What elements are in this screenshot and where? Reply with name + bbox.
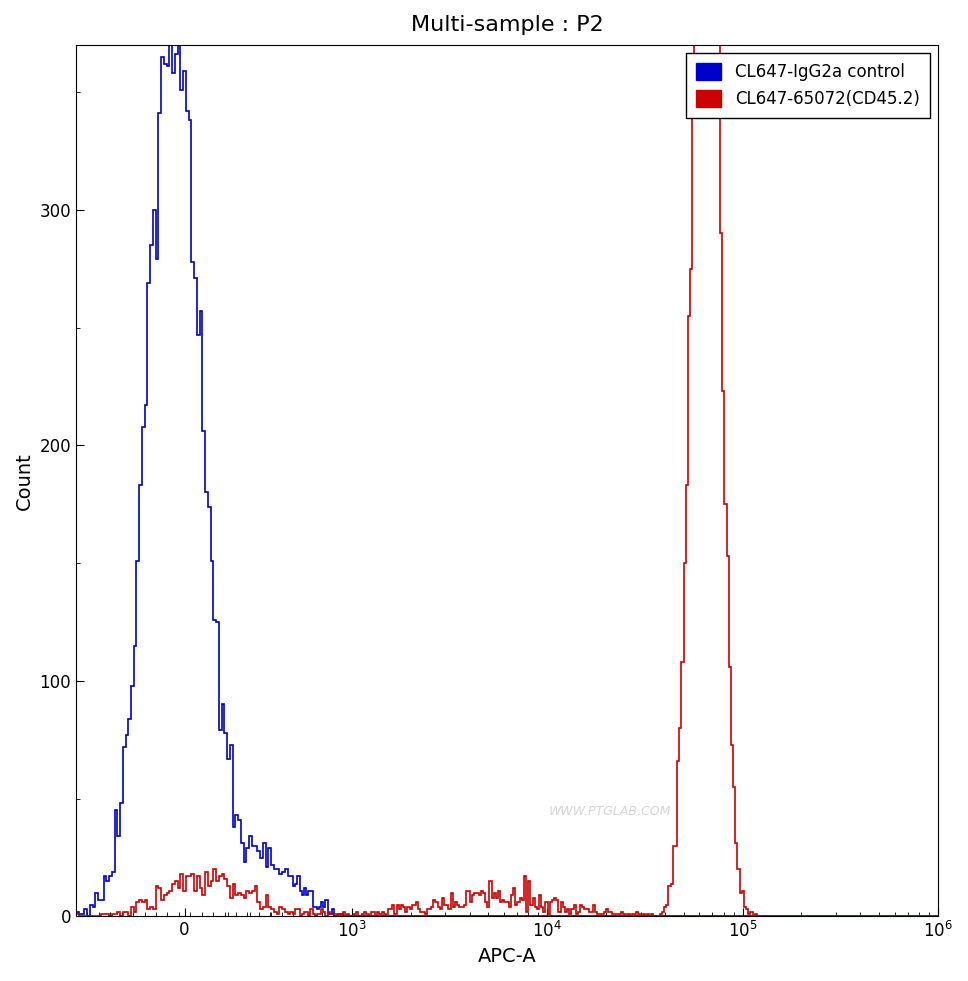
X-axis label: APC-A: APC-A <box>477 947 536 966</box>
Legend: CL647-IgG2a control, CL647-65072(CD45.2): CL647-IgG2a control, CL647-65072(CD45.2) <box>686 53 929 118</box>
Title: Multi-sample : P2: Multi-sample : P2 <box>410 15 603 35</box>
Text: WWW.PTGLAB.COM: WWW.PTGLAB.COM <box>549 805 672 818</box>
Y-axis label: Count: Count <box>15 452 34 509</box>
